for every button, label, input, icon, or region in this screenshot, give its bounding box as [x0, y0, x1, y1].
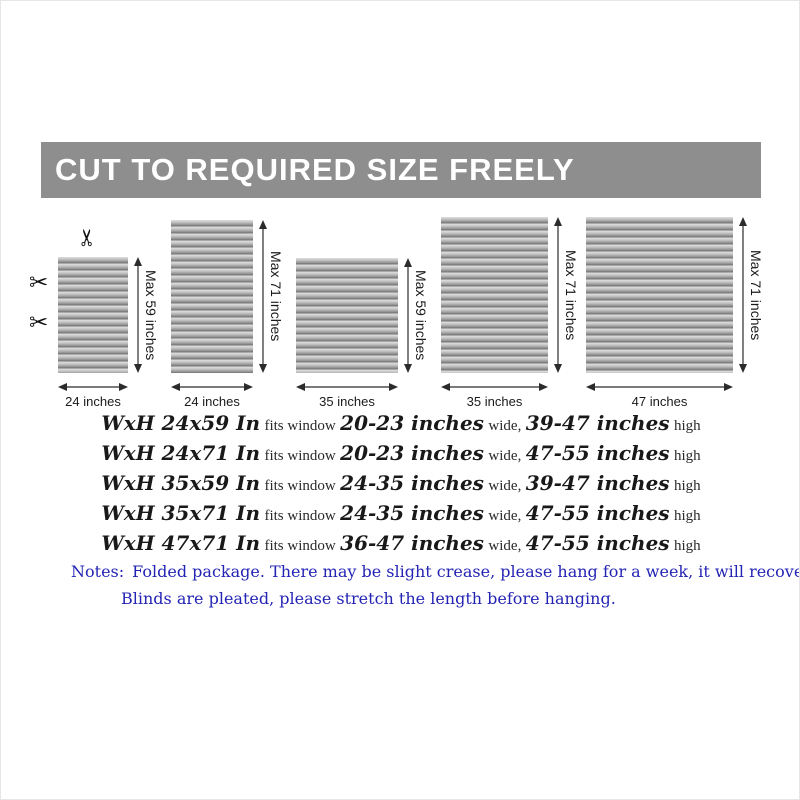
size-dimensions: WxH 24x59 In	[101, 411, 261, 435]
wide-range: 20-23 inches	[340, 441, 484, 465]
notes: Notes: Folded package. There may be sligh…	[71, 562, 800, 608]
pleated-blind-illustration	[58, 257, 128, 373]
blind-diagram-47x71: Max 71 inches 47 inches	[586, 217, 764, 409]
wide-range: 20-23 inches	[340, 411, 484, 435]
height-arrow	[134, 257, 142, 373]
width-arrow	[296, 383, 398, 391]
max-height-label: Max 71 inches	[748, 249, 764, 341]
high-range: 39-47 inches	[525, 411, 670, 435]
banner-title: CUT TO REQUIRED SIZE FREELY	[55, 152, 575, 187]
wide-word: wide,	[488, 478, 522, 494]
high-word: high	[674, 448, 701, 464]
pleated-blind-illustration	[171, 220, 253, 373]
notes-line-2: Blinds are pleated, please stretch the l…	[121, 589, 616, 608]
fits-window-text: fits window	[264, 448, 336, 464]
width-arrow	[58, 383, 128, 391]
width-label: 24 inches	[184, 394, 240, 409]
width-arrow	[441, 383, 548, 391]
size-dimensions: WxH 47x71 In	[101, 531, 261, 555]
wide-word: wide,	[488, 448, 522, 464]
width-label: 47 inches	[631, 394, 688, 409]
wide-word: wide,	[488, 508, 522, 524]
pleated-blind-illustration	[441, 217, 548, 373]
notes-label: Notes:	[71, 562, 125, 581]
fits-window-text: fits window	[264, 418, 336, 434]
blind-diagram-35x71: Max 71 inches 35 inches	[441, 217, 579, 409]
max-height-label: Max 71 inches	[268, 251, 284, 342]
high-word: high	[674, 478, 701, 494]
fits-window-text: fits window	[264, 538, 336, 554]
high-range: 47-55 inches	[525, 531, 670, 555]
wide-word: wide,	[488, 418, 522, 434]
height-arrow	[554, 217, 562, 373]
high-range: 47-55 inches	[525, 501, 670, 525]
width-label: 35 inches	[319, 394, 375, 409]
width-label: 24 inches	[65, 394, 121, 409]
fits-window-text: fits window	[264, 508, 336, 524]
high-word: high	[674, 418, 701, 434]
size-fit-row: WxH 24x59 In fits window 20-23 inches wi…	[1, 408, 799, 438]
notes-text-1: Folded package. There may be slight crea…	[132, 562, 800, 581]
width-arrow	[171, 383, 253, 391]
blind-diagram-35x59: Max 59 inches 35 inches	[296, 258, 429, 409]
wide-range: 24-35 inches	[340, 501, 484, 525]
height-arrow	[404, 258, 412, 373]
size-fit-row: WxH 35x71 In fits window 24-35 inches wi…	[1, 498, 799, 528]
height-arrow	[739, 217, 747, 373]
size-fit-table: WxH 24x59 In fits window 20-23 inches wi…	[1, 408, 799, 558]
width-label: 35 inches	[466, 394, 523, 409]
height-arrow	[259, 220, 267, 373]
notes-line-1: Notes: Folded package. There may be sligh…	[71, 562, 800, 581]
high-word: high	[674, 508, 701, 524]
size-fit-row: WxH 24x71 In fits window 20-23 inches wi…	[1, 438, 799, 468]
size-dimensions: WxH 24x71 In	[101, 441, 261, 465]
scissors-icon: ✂	[29, 309, 49, 335]
size-fit-row: WxH 47x71 In fits window 36-47 inches wi…	[1, 528, 799, 558]
fits-window-text: fits window	[264, 478, 336, 494]
high-range: 47-55 inches	[525, 441, 670, 465]
blind-diagram-24x71: Max 71 inches 24 inches	[171, 220, 284, 409]
pleated-blind-illustration	[296, 258, 398, 373]
max-height-label: Max 59 inches	[143, 269, 159, 361]
blind-diagram-24x59: ✂ ✂ ✂ Max 59 inches 24 inches	[29, 228, 159, 409]
scissors-icon: ✂	[29, 269, 49, 295]
wide-range: 36-47 inches	[340, 531, 484, 555]
pleated-blind-illustration	[586, 217, 733, 373]
size-fit-row: WxH 35x59 In fits window 24-35 inches wi…	[1, 468, 799, 498]
high-range: 39-47 inches	[525, 471, 670, 495]
scissors-icon: ✂	[74, 227, 101, 248]
max-height-label: Max 59 inches	[413, 270, 429, 361]
width-arrow	[586, 383, 733, 391]
wide-range: 24-35 inches	[340, 471, 484, 495]
high-word: high	[674, 538, 701, 554]
max-height-label: Max 71 inches	[563, 249, 579, 341]
banner: CUT TO REQUIRED SIZE FREELY	[41, 142, 761, 198]
wide-word: wide,	[488, 538, 522, 554]
size-dimensions: WxH 35x71 In	[101, 501, 261, 525]
size-dimensions: WxH 35x59 In	[101, 471, 261, 495]
